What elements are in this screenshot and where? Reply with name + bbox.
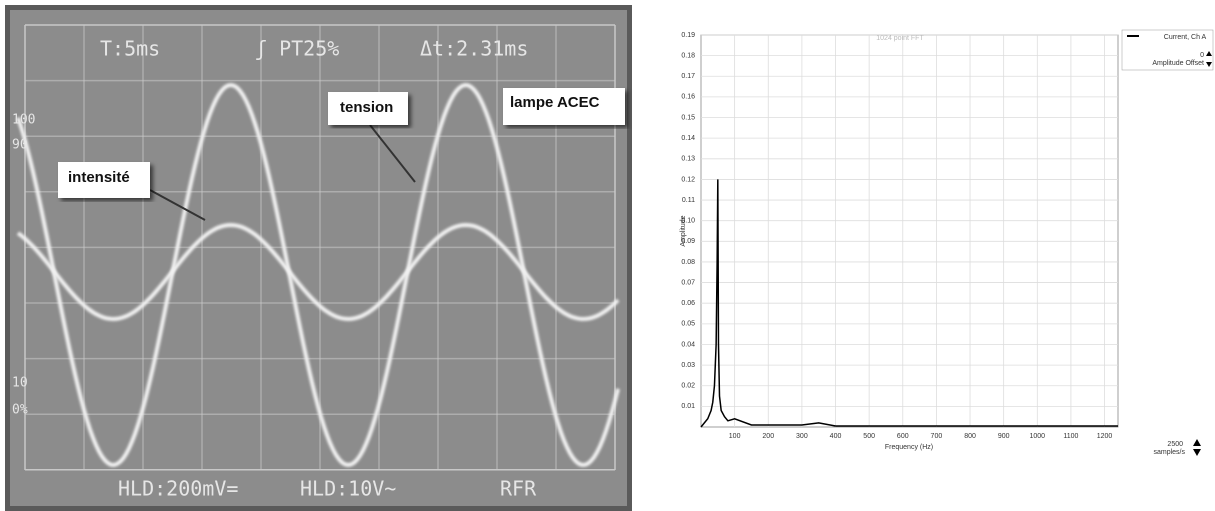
x-tick-label: 700 [931,433,943,440]
x-tick-label: 800 [964,433,976,440]
y-tick-label: 0.09 [681,238,695,245]
scope-screen [10,10,627,506]
readout: T:5ms [100,37,160,61]
readout: RFR [500,477,537,501]
offset-value: 0 [1200,52,1204,59]
x-tick-label: 1000 [1030,433,1046,440]
y-tick-label: 0.03 [681,362,695,369]
readout: HLD:200mV= [118,477,238,501]
oscilloscope: T:5ms ʃ PT25% Δt:2.31ms HLD:200mV= HLD:1… [5,5,632,511]
arrow [369,124,416,183]
annotation: tension [340,99,393,116]
x-tick-label: 1200 [1097,433,1113,440]
y-tick-label: 0.06 [681,300,695,307]
y-tick-label: 0.11 [682,197,695,204]
x-tick-label: 500 [863,433,875,440]
x-tick-label: 300 [796,433,808,440]
y-tick-label: 0.13 [681,156,695,163]
graticule-label: 90 [12,138,28,153]
y-tick-label: 0.10 [681,218,695,225]
y-tick-label: 0.08 [681,259,695,266]
graticule-label: 100 [12,113,35,128]
current-trace [16,222,620,322]
x-tick-label: 400 [830,433,842,440]
x-tick-label: 200 [762,433,774,440]
voltage-trace [16,82,620,468]
y-tick-label: 0.07 [681,279,695,286]
graticule-label: 0% [12,403,28,418]
sample-rate: 2500 [1167,441,1183,448]
label-box [58,162,150,198]
x-tick-label: 600 [897,433,909,440]
y-tick-label: 0.16 [681,94,695,101]
readout: HLD:10V~ [300,477,396,501]
readout: Δt:2.31ms [420,37,528,61]
y-tick-label: 0.01 [681,403,695,410]
y-tick-label: 0.19 [681,32,695,39]
y-tick-label: 0.05 [681,321,695,328]
y-tick-label: 0.17 [681,73,695,80]
sample-rate-unit: samples/s [1153,449,1185,456]
annotation: intensité [68,169,130,186]
y-tick-label: 0.15 [681,114,695,121]
plot-area [700,34,1119,428]
rate-spinner[interactable] [1193,439,1201,456]
offset-label: Amplitude Offset [1152,60,1204,67]
x-tick-label: 900 [998,433,1010,440]
y-tick-label: 0.02 [681,383,695,390]
readout: ʃ PT25% [255,37,339,61]
graticule-label: 10 [12,376,28,391]
legend-label: Current, Ch A [1164,34,1207,41]
offset-spinner[interactable] [1206,51,1212,67]
y-tick-label: 0.12 [681,176,695,183]
label-box [328,92,408,125]
x-tick-label: 100 [729,433,741,440]
series-line [700,179,1118,428]
y-axis-label: Amplitude [680,215,687,246]
y-tick-label: 0.04 [681,341,695,348]
x-axis-label: Frequency (Hz) [885,444,933,451]
x-tick-label: 1100 [1063,433,1078,440]
y-tick-label: 0.14 [681,135,695,142]
annotation: lampe ACEC [510,94,600,111]
y-tick-label: 0.18 [681,52,695,59]
chart-title: 1024 point FFT [876,35,924,42]
label-box [503,88,625,125]
arrow [149,189,206,221]
fft-chart: 1024 point FFT Frequency (Hz) Amplitude Cur… [680,29,1214,456]
